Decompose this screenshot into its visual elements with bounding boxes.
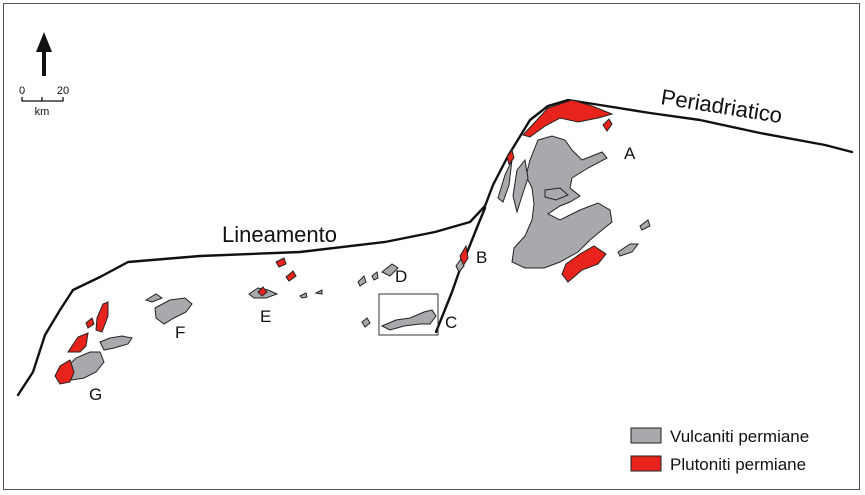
scale-max-label: 20 <box>57 85 69 97</box>
legend-item-vulcaniti: Vulcaniti permiane <box>630 427 809 446</box>
area-label-b: B <box>476 248 487 267</box>
north-arrow-icon <box>36 32 52 76</box>
legend-label-plutoniti: Plutoniti permiane <box>670 455 806 474</box>
area-label-a: A <box>624 144 636 163</box>
outcrop-area-g <box>54 301 133 385</box>
legend-swatch-vulcaniti <box>630 427 662 444</box>
area-label-d: D <box>395 267 407 286</box>
map-frame <box>3 3 860 490</box>
lineamento-label: Lineamento <box>222 222 337 247</box>
legend-label-vulcaniti: Vulcaniti permiane <box>670 427 809 446</box>
area-label-e: E <box>260 307 271 326</box>
area-label-f: F <box>175 323 185 342</box>
scale-min-label: 0 <box>19 85 25 97</box>
periadriatico-label: Periadriatico <box>659 84 784 128</box>
legend-item-plutoniti: Plutoniti permiane <box>630 455 806 474</box>
fault-line <box>16 98 854 397</box>
scale-bar: 0 20 km <box>19 85 69 118</box>
outcrop-area-f <box>144 293 193 325</box>
area-label-g: G <box>89 385 102 404</box>
outcrop-area-a <box>497 99 651 283</box>
outcrop-area-d <box>357 263 399 287</box>
legend: Vulcaniti permiane Plutoniti permiane <box>630 427 809 474</box>
legend-swatch-plutoniti <box>630 455 662 472</box>
outcrop-area-b <box>455 244 469 273</box>
outcrop-area-c <box>361 293 439 336</box>
outcrop-area-e <box>248 257 323 299</box>
scale-unit-label: km <box>35 106 50 118</box>
area-label-c: C <box>445 313 457 332</box>
